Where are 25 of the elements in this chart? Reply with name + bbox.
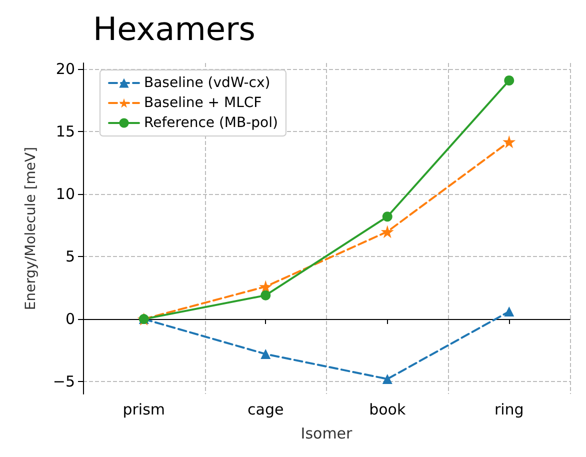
point bbox=[502, 135, 516, 148]
legend-label: Baseline + MLCF bbox=[144, 95, 262, 111]
point bbox=[382, 212, 392, 222]
x-tick-label: cage bbox=[248, 400, 284, 418]
legend-label: Reference (MB-pol) bbox=[144, 115, 278, 131]
point bbox=[382, 374, 392, 384]
x-tick-label: ring bbox=[494, 400, 524, 418]
point bbox=[380, 225, 394, 238]
y-tick-label: 5 bbox=[65, 248, 75, 266]
point bbox=[504, 306, 514, 317]
y-tick-label: 10 bbox=[56, 185, 75, 204]
legend-label: Baseline (vdW-cx) bbox=[144, 75, 270, 91]
point bbox=[259, 280, 272, 294]
point bbox=[260, 290, 271, 300]
chart-title: Hexamers bbox=[93, 10, 256, 48]
y-tick-label: 0 bbox=[65, 310, 75, 328]
point bbox=[504, 75, 514, 86]
x-axis-title: Isomer bbox=[300, 424, 354, 442]
y-axis-title: Energy/Molecule [meV] bbox=[23, 146, 39, 310]
x-tick-label: prism bbox=[122, 400, 166, 418]
point bbox=[260, 349, 271, 360]
y-tick-label: −5 bbox=[52, 372, 75, 391]
x-tick-label: book bbox=[369, 400, 406, 418]
y-tick-label: 20 bbox=[56, 60, 75, 78]
y-tick-label: 15 bbox=[56, 122, 75, 141]
